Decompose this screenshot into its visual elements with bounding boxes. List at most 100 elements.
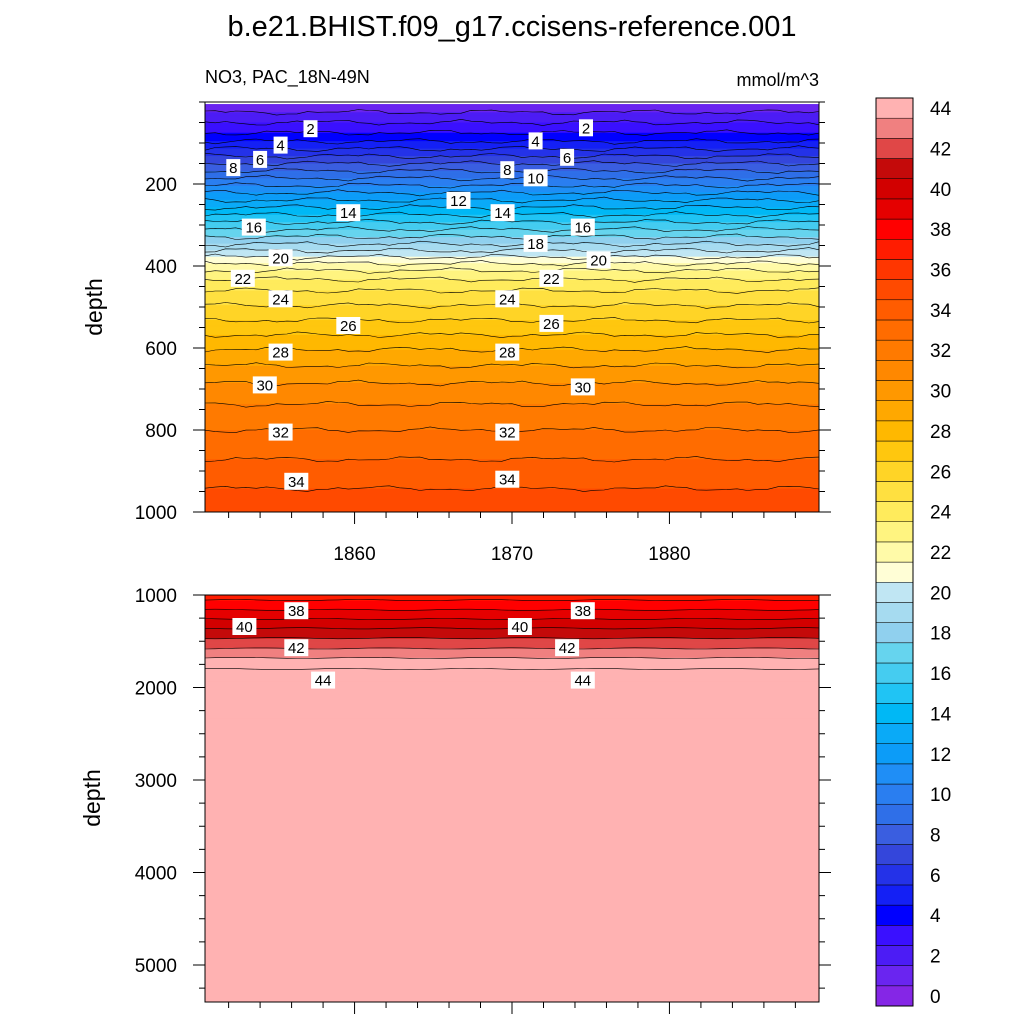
fill-band (205, 878, 819, 881)
fill-band (205, 843, 819, 846)
colorbar-swatch (875, 97, 914, 119)
fill-band (205, 276, 819, 279)
colorbar-swatch (875, 400, 914, 422)
fill-band (205, 667, 819, 669)
contour-label: 14 (340, 205, 357, 222)
colorbar-swatch (875, 582, 914, 603)
y-tick-label: 4000 (135, 864, 177, 885)
fill-band (205, 187, 819, 190)
fill-band (205, 725, 819, 728)
fill-band (205, 940, 819, 942)
fill-band (205, 287, 819, 290)
fill-band (205, 839, 819, 842)
fill-band (205, 394, 819, 396)
lower-panel-axes: 1000 2000 3000 4000 5000 (135, 586, 831, 1014)
fill-band (205, 186, 819, 189)
fill-band (205, 826, 819, 829)
contour-label: 38 (574, 603, 591, 620)
fill-band (205, 785, 819, 787)
fill-band (205, 308, 819, 311)
contour-label-box (311, 671, 336, 689)
fill-band (205, 378, 819, 380)
contour-label-box (284, 639, 309, 657)
colorbar-label: 4 (930, 906, 941, 927)
fill-band (205, 278, 819, 281)
contour-line (205, 145, 819, 153)
fill-band (205, 188, 819, 191)
colorbar-swatch (875, 743, 914, 765)
fill-band (205, 743, 819, 745)
contour-label: 40 (236, 619, 253, 636)
fill-band (205, 124, 819, 126)
colorbar-label: 0 (930, 987, 941, 1008)
fill-band (205, 380, 819, 382)
fill-band (205, 494, 819, 497)
colorbar-label: 26 (930, 462, 951, 483)
fill-band (205, 663, 819, 665)
fill-band (205, 788, 819, 791)
fill-band (205, 148, 819, 151)
fill-band (205, 738, 819, 740)
fill-band (205, 736, 819, 738)
fill-band (205, 711, 819, 713)
fill-band (205, 137, 819, 139)
fill-band (205, 985, 819, 987)
colorbar-swatch (875, 541, 914, 563)
colorbar-label: 6 (930, 866, 941, 887)
fill-band (205, 639, 819, 641)
fill-band (205, 692, 819, 695)
fill-band (205, 286, 819, 289)
fill-band (205, 409, 819, 412)
fill-band (205, 964, 819, 966)
fill-band (205, 700, 819, 702)
fill-band (205, 818, 819, 821)
fill-band (205, 286, 819, 288)
fill-band (205, 312, 819, 315)
fill-band (205, 959, 819, 961)
fill-band (205, 809, 819, 812)
contour-label-box (230, 269, 255, 287)
fill-band (205, 739, 819, 741)
fill-band (205, 636, 819, 639)
contour-label-box (268, 423, 293, 441)
fill-band (205, 898, 819, 900)
fill-band (205, 869, 819, 872)
contour-line (205, 138, 819, 145)
fill-band (205, 643, 819, 645)
fill-band (205, 448, 819, 451)
fill-band (205, 886, 819, 889)
colorbar-label: 28 (930, 422, 951, 443)
fill-band (205, 455, 819, 457)
contour-label-box (268, 290, 293, 308)
colorbar-swatch (875, 884, 914, 906)
fill-band (205, 606, 819, 608)
fill-band (205, 965, 819, 967)
fill-band (205, 697, 819, 699)
fill-band (205, 748, 819, 751)
fill-band (205, 833, 819, 836)
fill-band (205, 104, 819, 106)
lower-y-axis-label: depth (79, 769, 105, 827)
fill-band (205, 683, 819, 686)
colorbar-swatch (875, 904, 914, 926)
fill-band (205, 441, 819, 444)
contour-label-box (303, 120, 318, 138)
fill-band (205, 831, 819, 834)
fill-band (205, 222, 819, 224)
contour-label: 10 (527, 170, 544, 187)
fill-band (205, 723, 819, 726)
y-tick-label: 200 (145, 175, 177, 196)
fill-band (205, 962, 819, 964)
fill-band (205, 731, 819, 733)
contour-line (205, 152, 819, 160)
fill-band (205, 740, 819, 742)
colorbar-label: 44 (930, 99, 952, 120)
fill-band (205, 914, 819, 916)
fill-band (205, 245, 819, 248)
fill-band (205, 503, 819, 505)
colorbar-label: 12 (930, 745, 951, 766)
fill-band (205, 154, 819, 156)
fill-band (205, 307, 819, 309)
contour-label-box (523, 169, 548, 187)
